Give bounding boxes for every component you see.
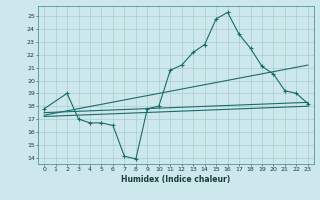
X-axis label: Humidex (Indice chaleur): Humidex (Indice chaleur) bbox=[121, 175, 231, 184]
